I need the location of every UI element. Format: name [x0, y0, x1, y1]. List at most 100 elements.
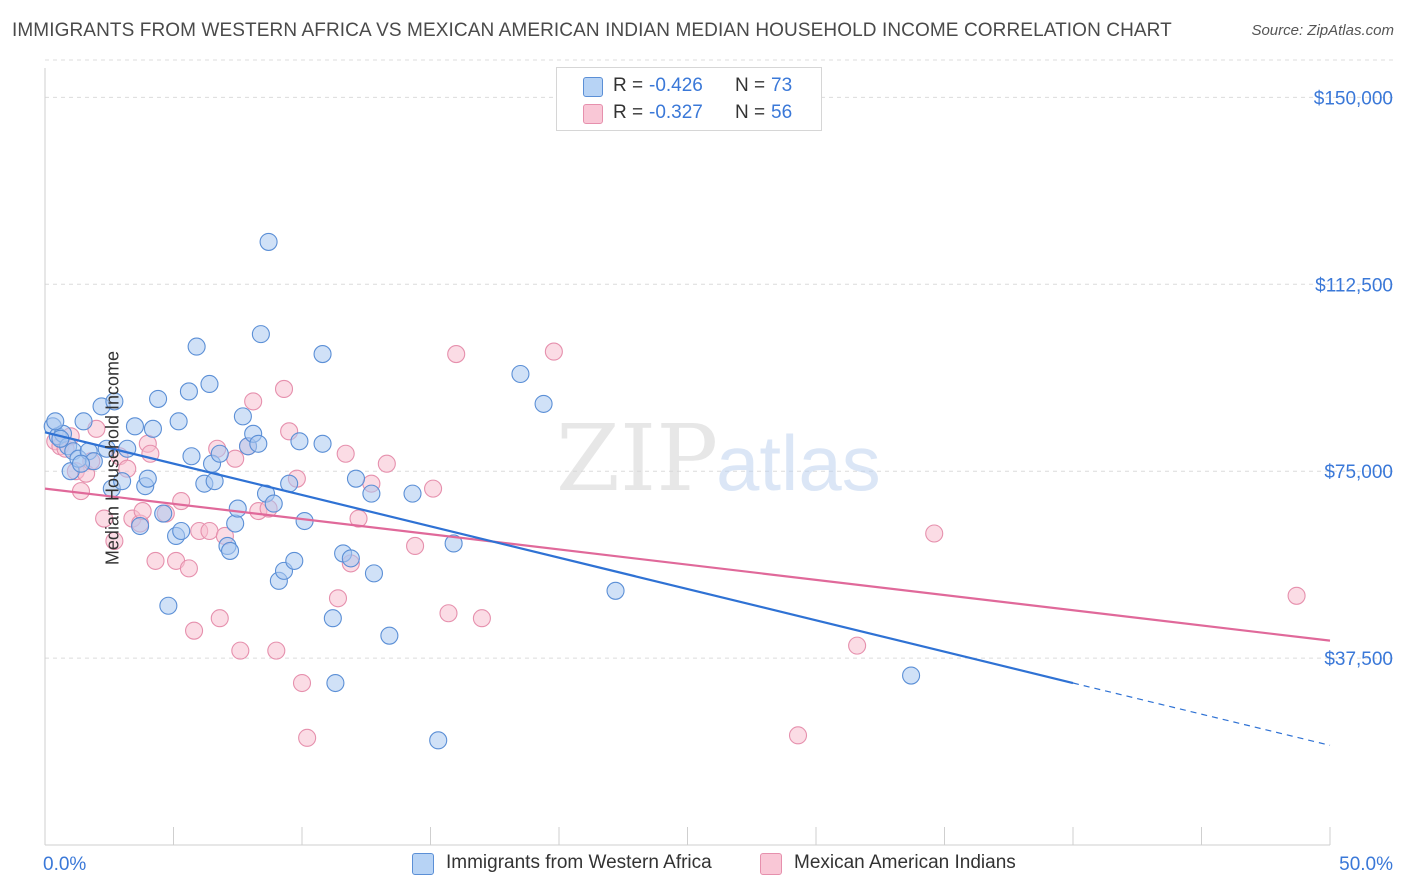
pink-point	[231, 641, 250, 660]
blue-point	[290, 432, 309, 451]
pink-point	[133, 502, 152, 521]
blue-point	[313, 434, 332, 453]
legend-blue-swatch	[412, 853, 434, 875]
blue-point	[200, 374, 219, 394]
blue-point	[226, 514, 245, 533]
n-value-pink: 56	[771, 102, 793, 123]
legend-pink-swatch	[760, 853, 782, 875]
blue-swatch	[583, 77, 603, 97]
pink-point	[328, 589, 348, 608]
blue-point	[251, 325, 270, 344]
blue-point	[285, 551, 304, 570]
blue-point	[444, 534, 463, 553]
blue-point	[154, 504, 173, 523]
blue-trend-extension	[1072, 682, 1331, 746]
watermark-zip: ZIP	[556, 405, 718, 512]
blue-point	[113, 472, 132, 491]
blue-point	[249, 434, 268, 453]
blue-point	[228, 499, 247, 518]
pink-point	[406, 536, 425, 556]
pink-point	[472, 609, 491, 628]
y-tick-label: $112,500	[1315, 275, 1393, 296]
pink-point	[185, 621, 204, 640]
blue-point	[131, 516, 150, 536]
r-label: R =	[613, 102, 644, 123]
pink-point	[172, 492, 191, 511]
blue-point	[264, 494, 283, 513]
pink-swatch	[583, 104, 603, 124]
pink-point	[179, 559, 198, 578]
blue-point	[380, 626, 399, 645]
pink-point	[1287, 586, 1306, 605]
x-tick-label-min: 0.0%	[43, 854, 86, 875]
trend-lines	[44, 431, 1331, 746]
blue-point	[341, 549, 360, 568]
blue-point	[51, 429, 70, 448]
pink-point	[292, 673, 312, 693]
r-value-pink: -0.327	[649, 102, 703, 123]
pink-point	[267, 641, 286, 660]
pink-point	[105, 531, 124, 551]
blue-point	[233, 407, 252, 426]
blue-point	[179, 382, 198, 401]
pink-point	[274, 379, 294, 399]
r-label: R =	[613, 75, 644, 96]
y-tick-label: $75,000	[1324, 462, 1393, 483]
y-tick-label: $150,000	[1314, 88, 1393, 109]
pink-point	[439, 604, 458, 623]
blue-point	[403, 484, 422, 503]
n-value-blue: 73	[771, 75, 793, 96]
blue-point	[534, 394, 553, 413]
y-axis-label: Median Household Income	[102, 350, 123, 566]
blue-point	[182, 447, 201, 466]
pink-point	[226, 449, 245, 468]
pink-point	[146, 551, 165, 570]
legend-blue-label: Immigrants from Western Africa	[446, 852, 712, 873]
legend-pink-label: Mexican American Indians	[794, 852, 1016, 873]
pink-point	[377, 454, 396, 473]
blue-trend-line	[44, 431, 1074, 685]
tick-labels: $37,500 $75,000 $112,500 $150,000 0.0% 50.0%	[43, 88, 1393, 875]
chart-title: IMMIGRANTS FROM WESTERN AFRICA VS MEXICA…	[12, 20, 1172, 41]
blue-point	[187, 337, 206, 356]
pink-trend-line	[44, 487, 1331, 642]
blue-point	[326, 673, 345, 693]
n-label: N =	[735, 75, 766, 96]
blue-point	[74, 412, 93, 431]
watermark-atlas: atlas	[716, 419, 881, 507]
blue-point	[346, 469, 366, 488]
blue-point	[138, 469, 157, 488]
x-tick-label-max: 50.0%	[1339, 854, 1393, 875]
source-label: Source: ZipAtlas.com	[1251, 22, 1394, 39]
blue-point	[172, 521, 191, 541]
blue-point	[169, 412, 188, 431]
pink-point	[298, 728, 317, 747]
y-tick-label: $37,500	[1324, 649, 1393, 670]
blue-point	[143, 419, 162, 438]
pink-point	[336, 444, 355, 463]
axes	[44, 68, 1331, 846]
blue-point	[313, 345, 332, 364]
blue-point	[364, 564, 384, 583]
series-blue-points	[43, 232, 921, 750]
blue-point	[323, 609, 342, 628]
r-value-blue: -0.426	[649, 75, 703, 96]
blue-point	[606, 581, 625, 600]
blue-point	[46, 412, 65, 431]
pink-point	[244, 392, 263, 411]
blue-point	[362, 484, 381, 503]
blue-point	[159, 596, 178, 615]
pink-point	[424, 479, 443, 498]
pink-point	[925, 524, 944, 543]
pink-point	[788, 726, 808, 745]
pink-point	[848, 636, 867, 655]
pink-point	[544, 342, 563, 361]
pink-point	[349, 509, 368, 528]
blue-point	[511, 364, 530, 384]
n-label: N =	[735, 102, 766, 123]
pink-point	[200, 521, 219, 541]
blue-point	[210, 444, 229, 463]
blue-point	[259, 232, 278, 251]
blue-point	[902, 666, 921, 685]
blue-point	[105, 392, 124, 411]
